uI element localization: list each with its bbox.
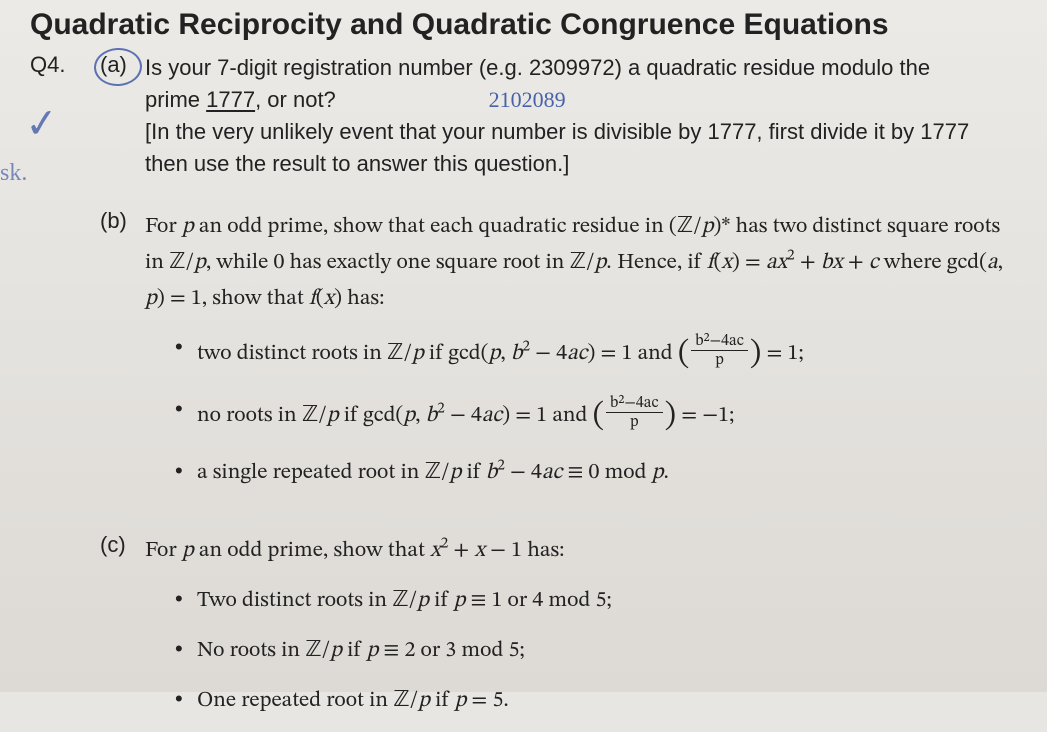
part-a-line2-pre: prime xyxy=(145,87,206,112)
circle-annotation xyxy=(93,47,143,87)
part-c-bullets: Two distinct roots in ℤ/p if p ≡ 1 or 4 … xyxy=(145,582,1017,718)
question-label: Q4. xyxy=(30,52,100,78)
page-title: Quadratic Reciprocity and Quadratic Cong… xyxy=(30,8,1017,42)
legendre-symbol-2: (b²−4acp) xyxy=(593,392,676,440)
part-b-bullet-2: no roots in ℤ/p if gcd(p, b2 − 4ac) = 1 … xyxy=(175,392,1017,440)
part-b-body: For p an odd prime, show that each quadr… xyxy=(145,208,1017,504)
legendre-den: p xyxy=(691,351,748,368)
legendre-num-2: b²−4ac xyxy=(606,395,663,413)
legendre-num: b²−4ac xyxy=(691,333,748,351)
legendre-symbol-1: (b²−4acp) xyxy=(678,330,761,378)
part-c-bullet-2: No roots in ℤ/p if p ≡ 2 or 3 mod 5; xyxy=(175,632,1017,668)
handwritten-registration-number: 2102089 xyxy=(489,87,566,112)
part-b-bullets: two distinct roots in ℤ/p if gcd(p, b2 −… xyxy=(145,330,1017,490)
part-a-line2-post: , or not? xyxy=(255,87,336,112)
part-b-bullet-1: two distinct roots in ℤ/p if gcd(p, b2 −… xyxy=(175,330,1017,378)
checkmark-annotation: ✓ xyxy=(23,99,60,149)
prime-number: 1777 xyxy=(206,87,255,112)
part-c-label: (c) xyxy=(100,532,145,732)
scribble-annotation: sk. xyxy=(0,160,27,187)
part-a-line1: Is your 7-digit registration number (e.g… xyxy=(145,55,930,80)
q4-part-a: Q4. (a) Is your 7-digit registration num… xyxy=(30,52,1017,180)
part-c-body: For p an odd prime, show that x2 + x − 1… xyxy=(145,532,1017,732)
part-a-label: (a) xyxy=(100,52,145,78)
part-a-body: Is your 7-digit registration number (e.g… xyxy=(145,52,1017,180)
q4-part-b: (b) For p an odd prime, show that each q… xyxy=(100,208,1017,504)
part-a-note: [In the very unlikely event that your nu… xyxy=(145,119,969,176)
q4-part-c: (c) For p an odd prime, show that x2 + x… xyxy=(100,532,1017,732)
part-b-bullet-3: a single repeated root in ℤ/p if b2 − 4a… xyxy=(175,454,1017,490)
part-c-bullet-3: One repeated root in ℤ/p if p = 5. xyxy=(175,682,1017,718)
part-c-bullet-1: Two distinct roots in ℤ/p if p ≡ 1 or 4 … xyxy=(175,582,1017,618)
legendre-den-2: p xyxy=(606,413,663,430)
part-b-label: (b) xyxy=(100,208,145,504)
